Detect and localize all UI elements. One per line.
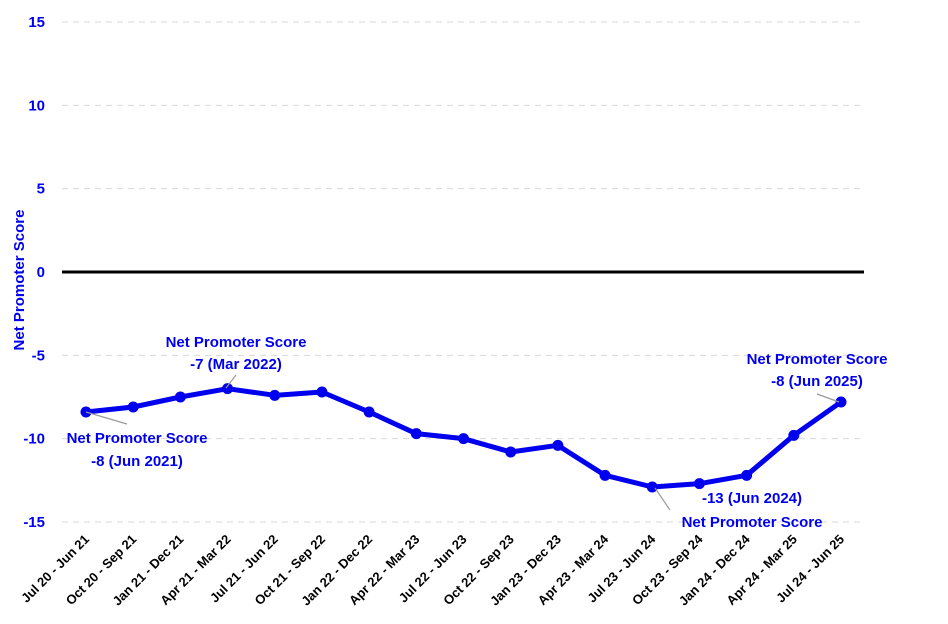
annotation-line2: -8 (Jun 2025)	[771, 373, 863, 390]
annotations: Net Promoter Score -8 (Jun 2021) Net Promo…	[67, 334, 888, 531]
annotation-leader	[85, 411, 128, 425]
data-point	[599, 469, 611, 481]
annotation-leader	[654, 487, 671, 511]
data-point	[458, 433, 469, 445]
y-tick-label: 5	[37, 181, 45, 198]
data-point	[646, 481, 658, 493]
y-tick-label: -5	[32, 347, 45, 364]
annotation-line1: -13 (Jun 2024)	[702, 490, 802, 507]
data-point	[835, 396, 847, 408]
annotation-leader	[225, 374, 237, 389]
data-point	[316, 386, 328, 398]
data-point	[552, 439, 564, 451]
y-tick-label: -15	[23, 514, 45, 531]
y-tick-label: -10	[23, 431, 45, 448]
data-point	[788, 429, 800, 441]
data-point	[222, 383, 234, 395]
data-point	[127, 401, 139, 413]
data-point	[174, 391, 186, 403]
y-tick-label: 15	[28, 14, 45, 31]
y-axis-ticks: 15 10 5 0 -5 -10 -15	[23, 14, 45, 531]
annotation-line2: -7 (Mar 2022)	[190, 356, 282, 373]
series-line-group	[80, 383, 847, 493]
annotation-line1: Net Promoter Score	[747, 351, 888, 368]
annotation-line2: Net Promoter Score	[682, 514, 823, 531]
y-tick-label: 0	[37, 264, 45, 281]
annotation-line1: Net Promoter Score	[166, 334, 307, 351]
data-point	[410, 428, 422, 440]
annotation-leader	[816, 393, 840, 403]
data-point	[269, 389, 281, 401]
annotation-line2: -8 (Jun 2021)	[91, 453, 183, 470]
y-tick-label: 10	[28, 97, 45, 114]
data-point	[741, 469, 753, 481]
data-point	[363, 406, 375, 418]
data-point	[505, 446, 517, 458]
annotation-line1: Net Promoter Score	[67, 430, 208, 447]
y-axis-label: Net Promoter Score	[11, 210, 28, 351]
data-point	[693, 478, 705, 490]
grid-lines	[62, 21, 864, 523]
